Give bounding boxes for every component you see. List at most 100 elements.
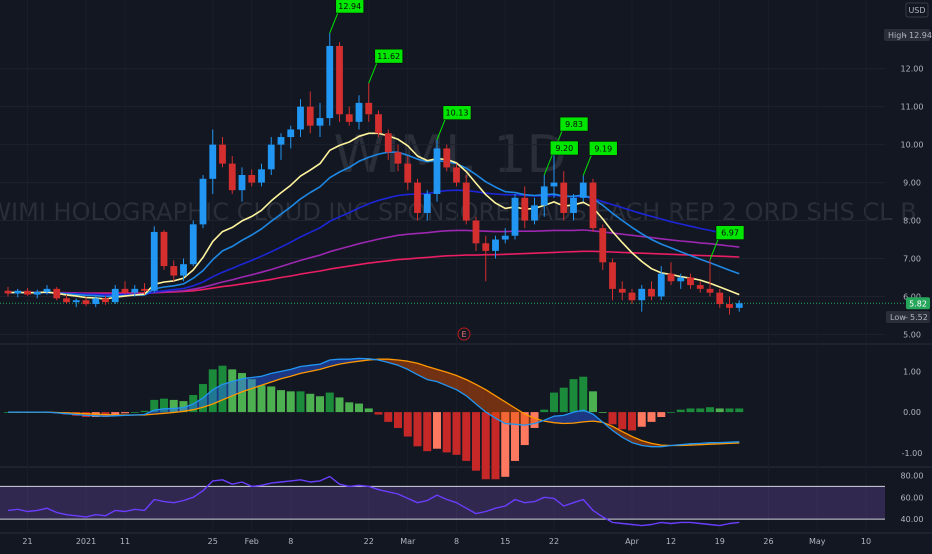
macd-histogram-bar <box>326 393 334 413</box>
candle-body <box>248 175 255 183</box>
macd-histogram-bar <box>258 385 266 412</box>
time-tick-label: 8 <box>454 537 459 546</box>
candle-body <box>697 285 704 289</box>
candle-body <box>434 148 441 194</box>
candle-body <box>551 183 558 187</box>
candle-body <box>63 298 70 302</box>
high-badge-value: 12.94 <box>909 31 932 40</box>
candle-body <box>24 291 31 295</box>
rsi-tick-label: 60.00 <box>901 493 924 502</box>
candle-body <box>131 289 138 293</box>
time-tick-label: Feb <box>245 537 259 546</box>
candle-body <box>404 164 411 183</box>
time-tick-label: 25 <box>208 537 218 546</box>
macd-histogram-bar <box>482 412 490 479</box>
macd-histogram-bar <box>355 404 363 413</box>
candle-body <box>736 303 743 308</box>
candle-body <box>385 133 392 152</box>
candle-body <box>668 274 675 282</box>
candle-body <box>170 266 177 275</box>
callout-label: 9.83 <box>565 120 583 129</box>
candle-body <box>638 289 645 300</box>
candle-body <box>180 264 187 275</box>
candle-body <box>287 129 294 137</box>
candle-body <box>209 145 216 179</box>
time-tick-label: May <box>809 537 826 546</box>
candle-body <box>73 300 80 302</box>
macd-histogram-bar <box>394 412 402 428</box>
rsi-tick-label: 80.00 <box>901 471 924 480</box>
price-tick-label: 7.00 <box>903 255 921 264</box>
macd-histogram-bar <box>287 391 295 412</box>
price-tick-label: 11.00 <box>901 103 924 112</box>
macd-tick-label: 0.00 <box>903 408 921 417</box>
candle-body <box>161 232 168 266</box>
time-tick-label: 15 <box>500 537 510 546</box>
price-tick-label: 10.00 <box>901 141 924 150</box>
time-tick-label: 21 <box>22 537 32 546</box>
macd-histogram-bar <box>443 412 451 452</box>
currency-label: USD <box>908 6 925 15</box>
macd-histogram-bar <box>375 412 383 414</box>
macd-histogram-bar <box>579 377 587 412</box>
macd-histogram-bar <box>131 412 139 413</box>
candle-body <box>346 114 353 122</box>
candle-body <box>307 107 314 126</box>
candle-body <box>141 289 148 291</box>
time-tick-label: 26 <box>763 537 773 546</box>
macd-histogram-bar <box>599 412 607 413</box>
macd-histogram-bar <box>423 412 431 451</box>
time-tick-label: 12 <box>666 537 676 546</box>
low-badge-value: 5.52 <box>910 313 928 322</box>
candle-body <box>531 205 538 220</box>
candle-body <box>726 304 733 308</box>
callout-label: 9.20 <box>555 144 573 153</box>
candle-body <box>14 291 21 294</box>
candle-body <box>258 169 265 182</box>
macd-histogram-bar <box>687 408 695 412</box>
candle-body <box>395 152 402 163</box>
candle-body <box>502 236 509 240</box>
candle-body <box>112 289 119 302</box>
macd-histogram-bar <box>306 394 314 412</box>
candle-body <box>609 262 616 289</box>
macd-histogram-bar <box>560 388 568 412</box>
rsi-band <box>0 486 885 519</box>
candle-body <box>200 179 207 225</box>
macd-tick-label: 1.00 <box>903 367 921 376</box>
candle-body <box>365 103 372 114</box>
candle-body <box>482 243 489 251</box>
macd-histogram-bar <box>345 402 353 412</box>
callout-label: 10.13 <box>446 109 469 118</box>
earnings-marker-label: E <box>461 330 466 339</box>
candle-body <box>5 291 12 294</box>
callout-label: 11.62 <box>377 52 400 61</box>
candle-body <box>375 114 382 133</box>
candle-body <box>677 277 684 281</box>
callout-label: 6.97 <box>721 229 739 238</box>
macd-histogram-bar <box>638 412 646 427</box>
macd-histogram-bar <box>696 408 704 412</box>
candle-body <box>560 183 567 213</box>
candle-body <box>443 148 450 167</box>
price-tick-label: 12.00 <box>901 65 924 74</box>
candle-body <box>541 186 548 205</box>
price-tick-label: 9.00 <box>903 179 921 188</box>
last-price-badge: 5.82 <box>906 297 930 309</box>
macd-histogram-bar <box>111 412 119 414</box>
macd-histogram-bar <box>628 412 636 430</box>
macd-histogram-bar <box>550 393 558 413</box>
price-tick-label: 8.00 <box>903 217 921 226</box>
macd-histogram-bar <box>472 412 480 471</box>
callout-label: 9.19 <box>594 144 612 153</box>
high-badge: High – 12.94 <box>884 29 932 41</box>
candle-body <box>521 198 528 221</box>
macd-histogram-bar <box>384 412 392 422</box>
candle-body <box>102 298 109 302</box>
candle-body <box>463 183 470 221</box>
time-tick-label: 22 <box>549 537 559 546</box>
macd-histogram-bar <box>570 379 578 412</box>
macd-histogram-bar <box>492 412 500 479</box>
candle-body <box>658 274 665 297</box>
